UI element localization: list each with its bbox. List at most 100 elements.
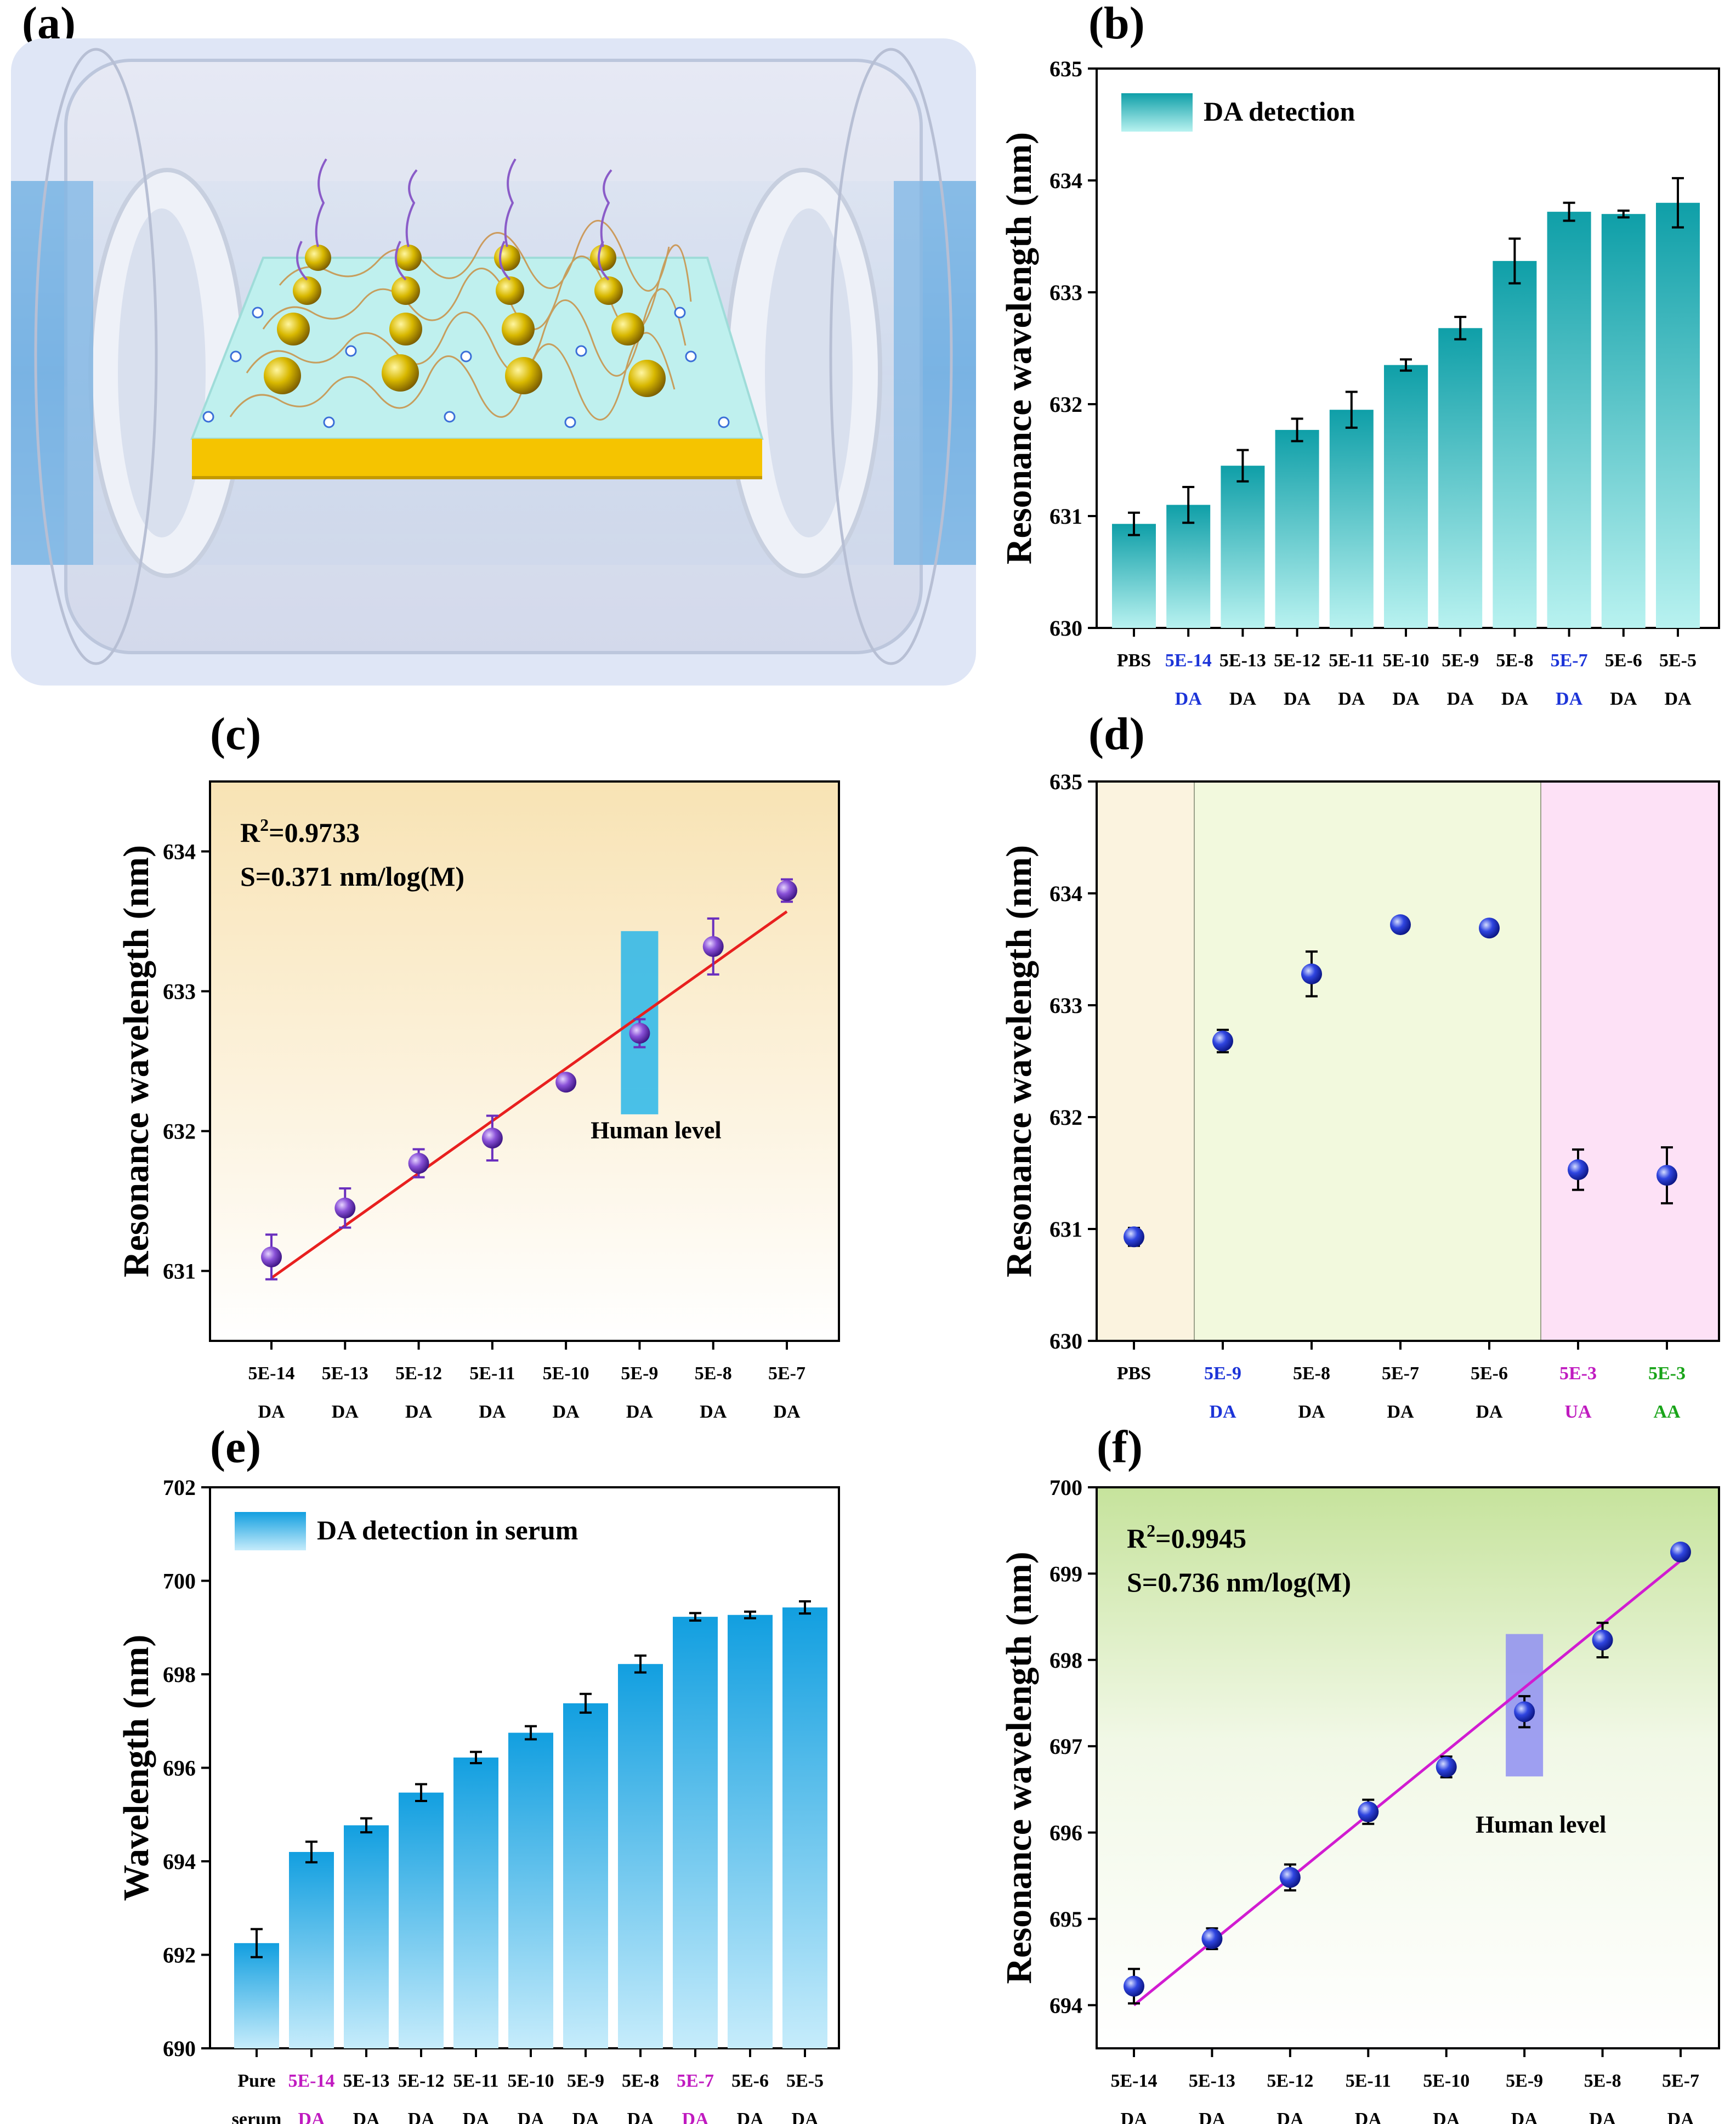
y-tick-label: 698 (163, 1662, 196, 1687)
x-tick-label-line2: DA (773, 1402, 801, 1422)
x-tick-label-line2: DA (1501, 689, 1529, 709)
human-level-label: Human level (591, 1117, 721, 1143)
x-tick-label: 5E-5 (786, 2071, 824, 2091)
x-tick-label: 5E-9 (1506, 2071, 1543, 2091)
x-tick-label: 5E-8 (622, 2071, 659, 2091)
x-tick-label-line2: DA (1277, 2109, 1304, 2124)
chart-d: 630 631 632 633 634 635 Resonance wavelength (… (999, 769, 1720, 1422)
bar (782, 1607, 827, 2048)
x-tick-label-line2: DA (479, 1402, 506, 1422)
x-tick-label: 5E-11 (469, 1363, 515, 1384)
fit-line (1133, 1559, 1682, 2007)
slope-text: S=0.371 nm/log(M) (240, 861, 464, 892)
data-point (1124, 1226, 1144, 1248)
bar (1166, 505, 1211, 628)
bar (1601, 214, 1646, 628)
linker-nodes (202, 307, 730, 428)
panel-label-d: (d) (1088, 709, 1145, 760)
bar (1329, 410, 1374, 628)
plot-frame (1096, 780, 1720, 1342)
x-tick-label: 5E-9 (621, 1363, 658, 1384)
y-tick-label: 695 (1049, 1907, 1082, 1932)
x-tick-label-line2: DA (1298, 1402, 1325, 1422)
x-tick-label: 5E-11 (453, 2071, 498, 2091)
y-tick-label: 702 (163, 1475, 196, 1500)
y-axis-label: Resonance wavelength (nm) (999, 845, 1039, 1277)
y-tick-label: 632 (163, 1119, 196, 1144)
x-tick-label: 5E-13 (343, 2071, 390, 2091)
x-tick-label-line2: DA (1229, 689, 1257, 709)
panel-label-b: (b) (1088, 0, 1145, 49)
x-tick-label: 5E-13 (322, 1363, 368, 1384)
x-tick-label: 5E-8 (1496, 650, 1533, 671)
data-point (1592, 1629, 1613, 1651)
x-tick-label-line2: DA (626, 1402, 654, 1422)
chart-e: 690 692 694 696 698 700 702 Wavelength (nm) Pure… (116, 1475, 840, 2124)
region-da (1194, 781, 1541, 1341)
x-tick-label-line2: DA (1476, 1402, 1503, 1422)
y-tick-label: 690 (163, 2036, 196, 2061)
x-tick-label-line2: DA (682, 2109, 709, 2124)
data-point (334, 1197, 356, 1219)
x-tick-label-line2: DA (572, 2109, 599, 2124)
data-point (1656, 1165, 1677, 1186)
bar (1493, 260, 1537, 628)
x-tick-label: 5E-6 (1605, 650, 1642, 671)
x-tick-label-line2: DA (258, 1402, 285, 1422)
data-point (776, 880, 797, 901)
x-tick-label: 5E-9 (567, 2071, 604, 2091)
x-tick-label: 5E-6 (731, 2071, 769, 2091)
mof-network (229, 219, 692, 421)
x-tick-label-line2: DA (1447, 689, 1474, 709)
y-tick-label: 696 (1049, 1821, 1082, 1845)
data-point (1279, 1867, 1301, 1888)
x-tick-label-line2: DA (353, 2109, 380, 2124)
r-squared-sup: 2 (260, 815, 269, 835)
x-tick-label-line2: DA (1120, 2109, 1148, 2124)
region-control (1097, 781, 1194, 1341)
legend-label: DA detection (1204, 96, 1355, 127)
y-tick-label: 697 (1049, 1734, 1082, 1759)
data-point (1212, 1030, 1233, 1052)
data-point (629, 1023, 650, 1044)
y-tick-label: 699 (1049, 1561, 1082, 1586)
panel-label-c: (c) (210, 709, 262, 760)
x-tick-label: 5E-14 (248, 1363, 295, 1384)
x-tick-label-line2: DA (405, 1402, 433, 1422)
r-squared-text: R2=0.9733 (240, 815, 360, 848)
x-tick-label-line2: DA (1433, 2109, 1460, 2124)
y-tick-label: 635 (1049, 769, 1082, 794)
region-interferents (1541, 781, 1719, 1341)
bar (1221, 466, 1265, 628)
sensor-illustration (11, 38, 976, 686)
y-tick-label: 632 (1049, 392, 1082, 417)
x-tick-label: 5E-7 (1662, 2071, 1699, 2091)
x-tick-label: 5E-10 (1423, 2071, 1470, 2091)
bar (728, 1615, 773, 2048)
plot-background (1097, 1487, 1719, 2048)
panel-label-e: (e) (210, 1421, 262, 1472)
x-tick-label: 5E-7 (768, 1363, 805, 1384)
x-tick-label-line2: UA (1564, 1402, 1592, 1422)
fit-line (270, 910, 788, 1279)
x-tick-label: 5E-10 (508, 2071, 554, 2091)
y-axis-label: Resonance wavelength (nm) (999, 1551, 1039, 1984)
x-tick-label-line2: DA (298, 2109, 325, 2124)
x-tick-label: 5E-7 (1551, 650, 1588, 671)
legend-swatch (235, 1512, 306, 1550)
data-point (702, 936, 724, 957)
x-tick-label: 5E-7 (1382, 1363, 1419, 1384)
y-tick-label: 694 (163, 1849, 196, 1874)
x-tick-label-line2: DA (1664, 689, 1692, 709)
aptamer-strands (296, 158, 612, 281)
data-point (1670, 1542, 1691, 1563)
data-point (1201, 1928, 1223, 1950)
bar (289, 1851, 334, 2048)
x-tick-label-line2: DA (627, 2109, 654, 2124)
bar (344, 1825, 389, 2048)
chart-f: 694 695 696 697 698 699 700 Resonance wavelengt… (999, 1475, 1720, 2124)
x-tick-label-line2: DA (1199, 2109, 1226, 2124)
x-tick-label: 5E-12 (395, 1363, 442, 1384)
x-tick-label: 5E-14 (288, 2071, 335, 2091)
r-squared-prefix: R (240, 817, 260, 848)
